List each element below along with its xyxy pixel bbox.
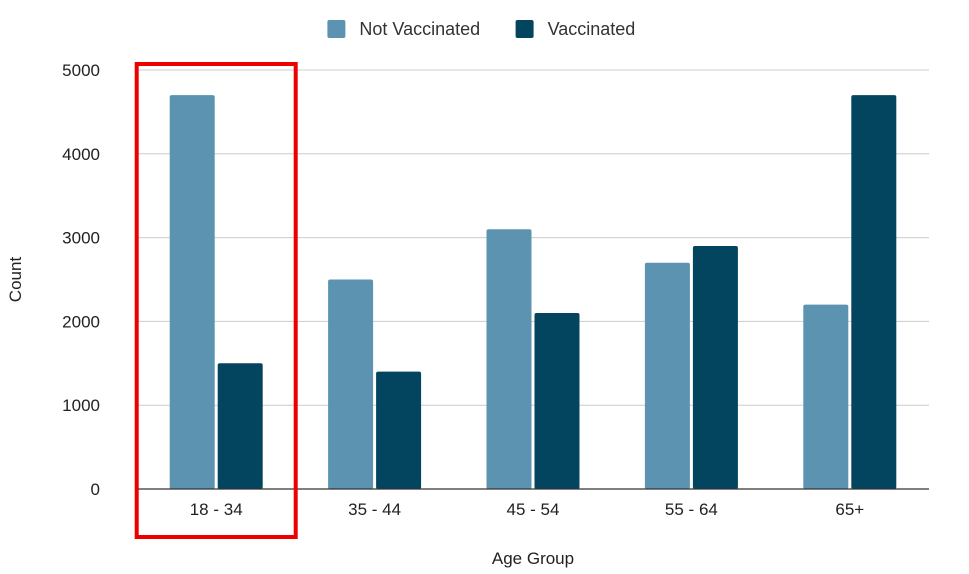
x-tick-label: 65+ — [835, 500, 864, 519]
legend-swatch-not-vaccinated — [327, 20, 346, 38]
y-tick-label: 3000 — [62, 229, 100, 248]
bar-not-vaccinated-35-44 — [328, 279, 374, 489]
y-tick-label: 1000 — [62, 396, 100, 415]
y-tick-label: 2000 — [62, 312, 100, 331]
bar-vaccinated-65 — [851, 95, 897, 489]
legend-swatch-vaccinated — [515, 20, 534, 38]
bar-vaccinated-35-44 — [376, 371, 422, 489]
x-tick-label: 45 - 54 — [507, 500, 560, 519]
y-tick-label: 0 — [91, 480, 100, 499]
bar-vaccinated-55-64 — [692, 245, 738, 489]
x-axis-ticks: 18 - 34 35 - 44 45 - 54 55 - 64 65+ — [190, 500, 865, 519]
bar-not-vaccinated-55-64 — [644, 262, 690, 489]
bar-not-vaccinated-45-54 — [486, 229, 532, 489]
gridlines — [137, 69, 929, 406]
legend-label-vaccinated: Vaccinated — [548, 19, 636, 39]
y-tick-label: 4000 — [62, 145, 100, 164]
bar-vaccinated-45-54 — [534, 313, 580, 489]
bar-not-vaccinated-18-34 — [169, 95, 215, 489]
bars — [169, 95, 897, 489]
x-tick-label: 55 - 64 — [665, 500, 718, 519]
highlight-box — [134, 62, 298, 539]
x-tick-label: 35 - 44 — [348, 500, 401, 519]
x-axis-title: Age Group — [492, 549, 574, 568]
y-tick-label: 5000 — [62, 61, 100, 80]
legend-label-not-vaccinated: Not Vaccinated — [359, 19, 480, 39]
y-axis-title: Count — [6, 257, 25, 303]
y-axis-ticks: 0 1000 2000 3000 4000 5000 — [62, 61, 100, 499]
x-tick-label: 18 - 34 — [190, 500, 243, 519]
bar-not-vaccinated-65 — [803, 304, 849, 489]
legend: Not Vaccinated Vaccinated — [327, 19, 635, 39]
bar-vaccinated-18-34 — [217, 363, 263, 489]
